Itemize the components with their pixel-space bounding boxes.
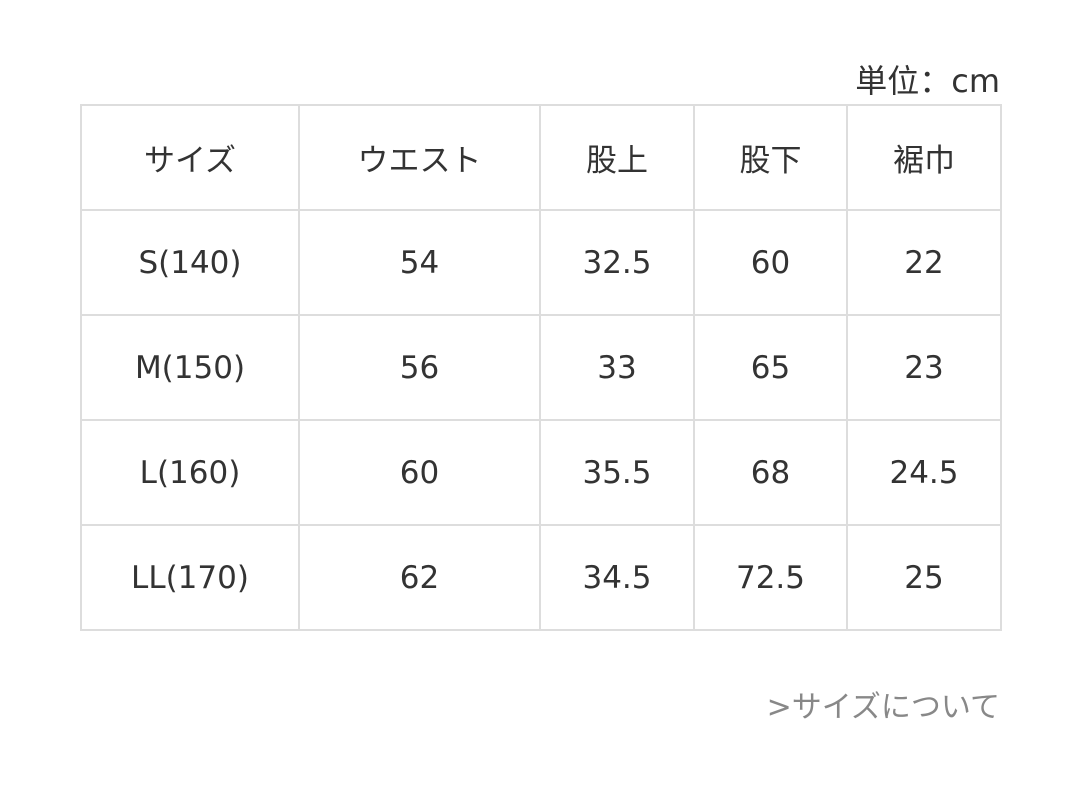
size-info-link[interactable]: >サイズについて xyxy=(766,690,1000,725)
table-body: S(140) 54 32.5 60 22 M(150) 56 33 65 23 L(160) 60 35… xyxy=(80,209,1002,631)
table-row: M(150) 56 33 65 23 xyxy=(80,314,1002,421)
value-cell: 22 xyxy=(846,209,1002,316)
header-cell: 裾巾 xyxy=(846,104,1002,211)
table-row: S(140) 54 32.5 60 22 xyxy=(80,209,1002,316)
size-cell: S(140) xyxy=(80,209,300,316)
header-cell: 股下 xyxy=(693,104,848,211)
value-cell: 32.5 xyxy=(539,209,695,316)
value-cell: 60 xyxy=(298,419,541,526)
value-cell: 68 xyxy=(693,419,848,526)
table-row: L(160) 60 35.5 68 24.5 xyxy=(80,419,1002,526)
size-cell: LL(170) xyxy=(80,524,300,631)
value-cell: 34.5 xyxy=(539,524,695,631)
value-cell: 24.5 xyxy=(846,419,1002,526)
value-cell: 35.5 xyxy=(539,419,695,526)
value-cell: 60 xyxy=(693,209,848,316)
size-table: サイズ ウエスト 股上 股下 裾巾 S(140) 54 32.5 60 22 M(150) 56 33… xyxy=(80,104,1002,631)
value-cell: 62 xyxy=(298,524,541,631)
size-cell: M(150) xyxy=(80,314,300,421)
size-cell: L(160) xyxy=(80,419,300,526)
value-cell: 65 xyxy=(693,314,848,421)
value-cell: 33 xyxy=(539,314,695,421)
value-cell: 25 xyxy=(846,524,1002,631)
unit-label: 単位：cm xyxy=(855,62,1000,100)
table-row: LL(170) 62 34.5 72.5 25 xyxy=(80,524,1002,631)
header-cell: ウエスト xyxy=(298,104,541,211)
header-cell: 股上 xyxy=(539,104,695,211)
value-cell: 72.5 xyxy=(693,524,848,631)
header-row: サイズ ウエスト 股上 股下 裾巾 xyxy=(80,104,1002,211)
value-cell: 23 xyxy=(846,314,1002,421)
value-cell: 54 xyxy=(298,209,541,316)
header-cell: サイズ xyxy=(80,104,300,211)
value-cell: 56 xyxy=(298,314,541,421)
